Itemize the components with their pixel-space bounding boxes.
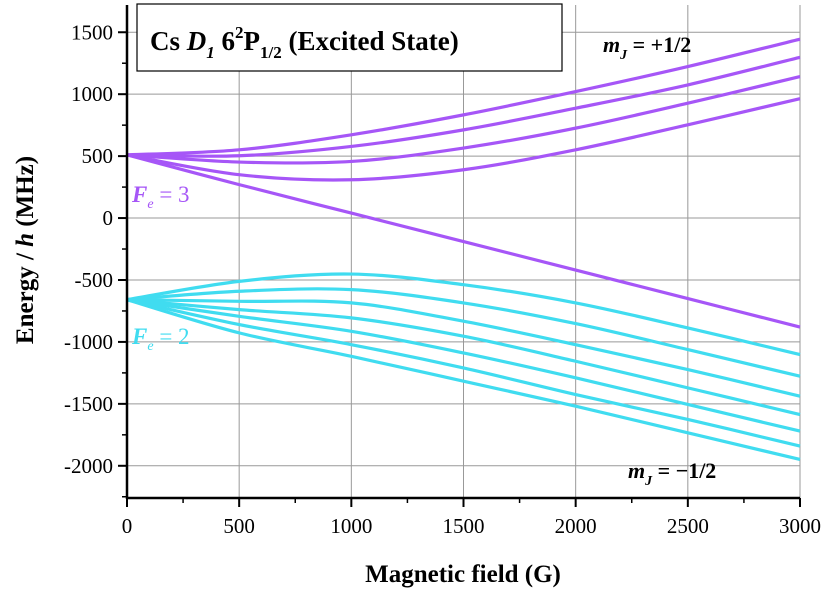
y-axis-label: Energy / h (MHz) [12,156,39,344]
energy-curve-lower-7 [126,298,801,398]
energy-curve-lower-8 [126,298,801,417]
y-tick-label: 1000 [71,82,113,106]
x-tick-label: 1500 [443,514,485,538]
x-axis-label: Magnetic field (G) [365,561,561,588]
y-tick-label: 0 [103,206,114,230]
f-lower-label: Fe = 2 [131,324,190,354]
energy-curve-upper-1 [126,55,801,158]
y-tick-label: -2000 [64,454,113,478]
energy-curve-lower-11 [126,298,801,462]
y-tick-label: -1500 [64,392,113,416]
axes: 0 500 1000 1500 2000 2500 3000 -2000 -1500 -1000 -… [64,5,821,538]
f-upper-label: Fe = 3 [131,182,190,212]
energy-curve-upper-4 [126,153,801,329]
energy-curve-lower-6 [126,287,801,378]
x-tick-label: 0 [122,514,133,538]
energy-curve-lower-10 [126,298,801,448]
x-tick-label: 1000 [330,514,372,538]
energy-curves [126,37,801,462]
y-tick-label: -1000 [64,330,113,354]
energy-curve-upper-2 [126,75,801,165]
energy-curve-lower-5 [126,272,801,357]
title-box: Cs D1 62P1/2 (Excited State) [136,3,563,72]
x-tick-label: 3000 [779,514,821,538]
energy-curve-upper-3 [126,97,801,182]
mj-plus-label: mJ = +1/2 [603,32,691,63]
y-tick-label: 500 [82,144,114,168]
x-tick-label: 2500 [667,514,709,538]
energy-curve-upper-0 [126,37,801,157]
y-tick-label: 1500 [71,20,113,44]
grid [127,5,801,498]
x-tick-label: 500 [223,514,255,538]
x-tick-label: 2000 [555,514,597,538]
mj-minus-label: mJ = −1/2 [628,458,716,489]
energy-curve-lower-9 [126,298,801,433]
y-tick-label: -500 [75,268,114,292]
chart-title: Cs D1 62P1/2 (Excited State) [150,23,459,62]
